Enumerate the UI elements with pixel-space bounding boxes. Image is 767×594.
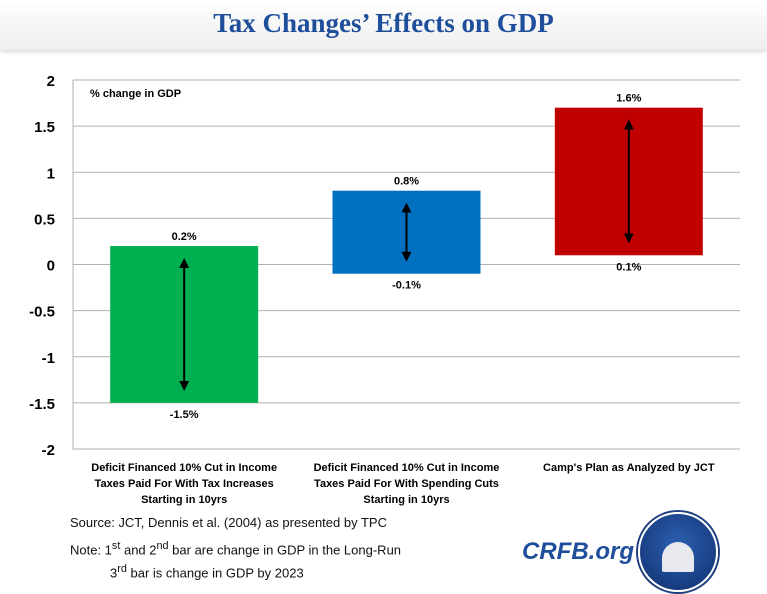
note-text: bar is change in GDP by 2023 <box>126 565 304 581</box>
y-tick-label: 0.5 <box>34 211 55 228</box>
chart-title: Tax Changes’ Effects on GDP <box>213 8 554 38</box>
y-tick-label: 1.5 <box>34 119 55 136</box>
y-axis-label: % change in GDP <box>90 88 181 100</box>
data-label-low: 0.1% <box>616 261 641 273</box>
x-category-label: Starting in 10yrs <box>141 494 227 506</box>
x-category-label: Deficit Financed 10% Cut in Income <box>91 462 277 474</box>
note-text: bar are change in GDP in the Long-Run <box>168 542 402 558</box>
y-tick-label: -1 <box>42 350 55 367</box>
x-category-label: Deficit Financed 10% Cut in Income <box>314 462 500 474</box>
x-category-label: Camp's Plan as Analyzed by JCT <box>543 462 715 474</box>
note-sup: st <box>111 540 121 552</box>
note-text: 3 <box>110 565 118 581</box>
y-tick-label: -0.5 <box>29 304 55 321</box>
x-category-label: Taxes Paid For With Tax Increases <box>95 478 274 490</box>
y-tick-label: 2 <box>47 73 55 90</box>
note-line-1: Note: 1st and 2nd bar are change in GDP … <box>70 540 401 557</box>
y-tick-label: 1 <box>47 165 55 182</box>
brand-logo-text: CRFB.org <box>522 538 634 565</box>
note-text: and 2 <box>120 542 157 558</box>
data-label-low: -0.1% <box>392 280 421 292</box>
source-note: Source: JCT, Dennis et al. (2004) as pre… <box>70 515 387 530</box>
note-sup: nd <box>156 540 169 552</box>
note-sup: rd <box>117 563 127 575</box>
x-category-label: Taxes Paid For With Spending Cuts <box>314 478 499 490</box>
x-category-label: Starting in 10yrs <box>363 494 449 506</box>
note-line-2: 3rd bar is change in GDP by 2023 <box>110 563 304 580</box>
y-tick-label: -2 <box>42 442 55 459</box>
data-label-low: -1.5% <box>170 409 199 421</box>
note-text: Note: 1 <box>70 542 112 558</box>
data-label-high: 0.2% <box>172 231 197 243</box>
data-label-high: 1.6% <box>616 93 641 105</box>
y-tick-label: 0 <box>47 258 55 275</box>
capitol-seal-icon <box>638 512 718 592</box>
title-banner: Tax Changes’ Effects on GDP <box>0 0 767 50</box>
data-label-high: 0.8% <box>394 176 419 188</box>
y-tick-label: -1.5 <box>29 396 55 413</box>
